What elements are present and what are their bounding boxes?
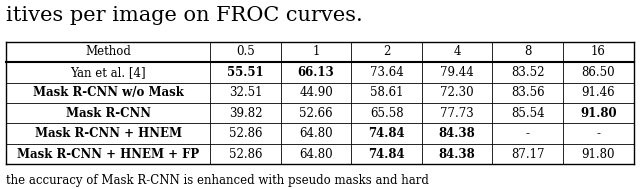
Text: 91.80: 91.80 [580, 107, 616, 120]
Text: 58.61: 58.61 [370, 86, 403, 99]
Text: the accuracy of Mask R-CNN is enhanced with pseudo masks and hard: the accuracy of Mask R-CNN is enhanced w… [6, 174, 429, 187]
Text: 91.46: 91.46 [582, 86, 615, 99]
Text: 39.82: 39.82 [228, 107, 262, 120]
Text: 74.84: 74.84 [369, 127, 405, 140]
Text: 85.54: 85.54 [511, 107, 545, 120]
Text: 83.56: 83.56 [511, 86, 545, 99]
Text: -: - [526, 127, 530, 140]
Text: 64.80: 64.80 [300, 127, 333, 140]
Text: 84.38: 84.38 [439, 148, 476, 161]
Text: 77.73: 77.73 [440, 107, 474, 120]
Text: itives per image on FROC curves.: itives per image on FROC curves. [6, 6, 363, 25]
Text: 72.30: 72.30 [440, 86, 474, 99]
Text: Method: Method [85, 45, 131, 58]
Text: 84.38: 84.38 [439, 127, 476, 140]
Text: Yan et al. [4]: Yan et al. [4] [70, 66, 146, 79]
Text: Mask R-CNN w/o Mask: Mask R-CNN w/o Mask [33, 86, 184, 99]
Text: 64.80: 64.80 [300, 148, 333, 161]
Text: -: - [596, 127, 600, 140]
Text: 2: 2 [383, 45, 390, 58]
Text: 73.64: 73.64 [370, 66, 403, 79]
Text: 79.44: 79.44 [440, 66, 474, 79]
Text: 1: 1 [312, 45, 320, 58]
Text: 66.13: 66.13 [298, 66, 335, 79]
Text: 52.86: 52.86 [228, 127, 262, 140]
Text: 87.17: 87.17 [511, 148, 545, 161]
Text: 4: 4 [454, 45, 461, 58]
Text: 52.86: 52.86 [228, 148, 262, 161]
Text: 16: 16 [591, 45, 605, 58]
Text: Mask R-CNN: Mask R-CNN [66, 107, 151, 120]
Text: 65.58: 65.58 [370, 107, 403, 120]
Text: 83.52: 83.52 [511, 66, 545, 79]
Text: 86.50: 86.50 [582, 66, 615, 79]
Text: 52.66: 52.66 [300, 107, 333, 120]
Text: 32.51: 32.51 [228, 86, 262, 99]
Text: 44.90: 44.90 [300, 86, 333, 99]
Text: 0.5: 0.5 [236, 45, 255, 58]
Text: 91.80: 91.80 [582, 148, 615, 161]
Text: 8: 8 [524, 45, 531, 58]
Text: Mask R-CNN + HNEM + FP: Mask R-CNN + HNEM + FP [17, 148, 200, 161]
Text: 74.84: 74.84 [369, 148, 405, 161]
Text: 55.51: 55.51 [227, 66, 264, 79]
Text: Mask R-CNN + HNEM: Mask R-CNN + HNEM [35, 127, 182, 140]
